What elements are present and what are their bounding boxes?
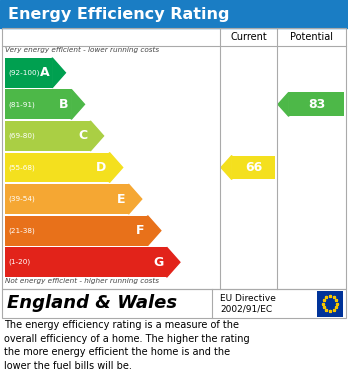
- Text: B: B: [59, 98, 68, 111]
- Text: E: E: [117, 193, 126, 206]
- Polygon shape: [109, 152, 122, 183]
- Polygon shape: [90, 121, 104, 151]
- Bar: [2, 289, 346, 318]
- Bar: [2, 28, 346, 289]
- Text: 66: 66: [245, 161, 262, 174]
- Bar: [232, 156, 275, 179]
- Text: A: A: [40, 66, 49, 79]
- Text: The energy efficiency rating is a measure of the
overall efficiency of a home. T: The energy efficiency rating is a measur…: [4, 320, 250, 371]
- Bar: [5, 152, 109, 183]
- Text: Potential: Potential: [290, 32, 333, 42]
- Text: EU Directive: EU Directive: [220, 294, 276, 303]
- Bar: [317, 291, 343, 316]
- Bar: [289, 92, 344, 117]
- Bar: [5, 58, 52, 88]
- Text: D: D: [96, 161, 106, 174]
- Text: Energy Efficiency Rating: Energy Efficiency Rating: [8, 7, 229, 22]
- Bar: [0, 0, 348, 28]
- Text: 2002/91/EC: 2002/91/EC: [220, 304, 272, 313]
- Bar: [5, 121, 90, 151]
- Bar: [5, 184, 128, 214]
- Text: 83: 83: [308, 98, 325, 111]
- Text: (92-100): (92-100): [8, 70, 39, 76]
- Text: (81-91): (81-91): [8, 101, 35, 108]
- Text: Current: Current: [230, 32, 267, 42]
- Polygon shape: [71, 90, 85, 119]
- Text: C: C: [78, 129, 87, 142]
- Text: England & Wales: England & Wales: [7, 294, 177, 312]
- Polygon shape: [148, 216, 161, 246]
- Polygon shape: [221, 156, 232, 179]
- Text: Very energy efficient - lower running costs: Very energy efficient - lower running co…: [5, 47, 159, 53]
- Text: (69-80): (69-80): [8, 133, 35, 139]
- Text: Not energy efficient - higher running costs: Not energy efficient - higher running co…: [5, 278, 159, 284]
- Text: (39-54): (39-54): [8, 196, 35, 202]
- Text: F: F: [136, 224, 144, 237]
- Text: G: G: [153, 256, 164, 269]
- Text: (21-38): (21-38): [8, 228, 35, 234]
- Bar: [5, 90, 71, 119]
- Polygon shape: [128, 184, 142, 214]
- Polygon shape: [278, 92, 289, 117]
- Polygon shape: [167, 247, 180, 277]
- Text: (1-20): (1-20): [8, 259, 30, 265]
- Bar: [5, 216, 148, 246]
- Text: (55-68): (55-68): [8, 164, 35, 171]
- Bar: [5, 247, 167, 277]
- Polygon shape: [52, 58, 65, 88]
